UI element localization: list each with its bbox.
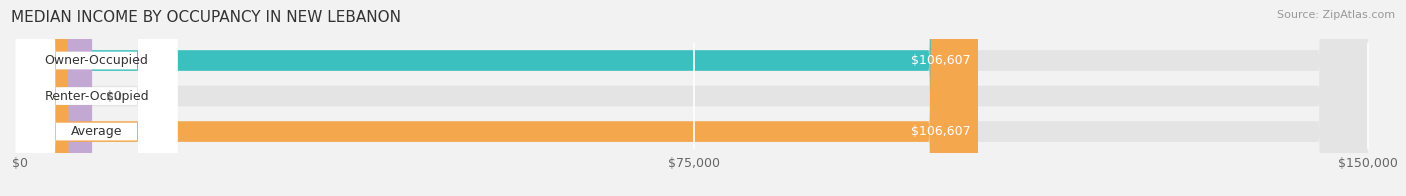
FancyBboxPatch shape [20,0,1368,196]
FancyBboxPatch shape [15,0,177,196]
Text: $106,607: $106,607 [911,54,970,67]
FancyBboxPatch shape [20,0,93,196]
Text: Source: ZipAtlas.com: Source: ZipAtlas.com [1277,10,1395,20]
FancyBboxPatch shape [20,0,979,196]
Text: Renter-Occupied: Renter-Occupied [44,90,149,103]
Text: Owner-Occupied: Owner-Occupied [45,54,149,67]
FancyBboxPatch shape [15,0,177,196]
Text: Average: Average [70,125,122,138]
FancyBboxPatch shape [15,0,177,196]
FancyBboxPatch shape [20,0,1368,196]
Text: $0: $0 [105,90,121,103]
FancyBboxPatch shape [20,0,979,196]
Text: MEDIAN INCOME BY OCCUPANCY IN NEW LEBANON: MEDIAN INCOME BY OCCUPANCY IN NEW LEBANO… [11,10,401,25]
FancyBboxPatch shape [20,0,1368,196]
Text: $106,607: $106,607 [911,125,970,138]
